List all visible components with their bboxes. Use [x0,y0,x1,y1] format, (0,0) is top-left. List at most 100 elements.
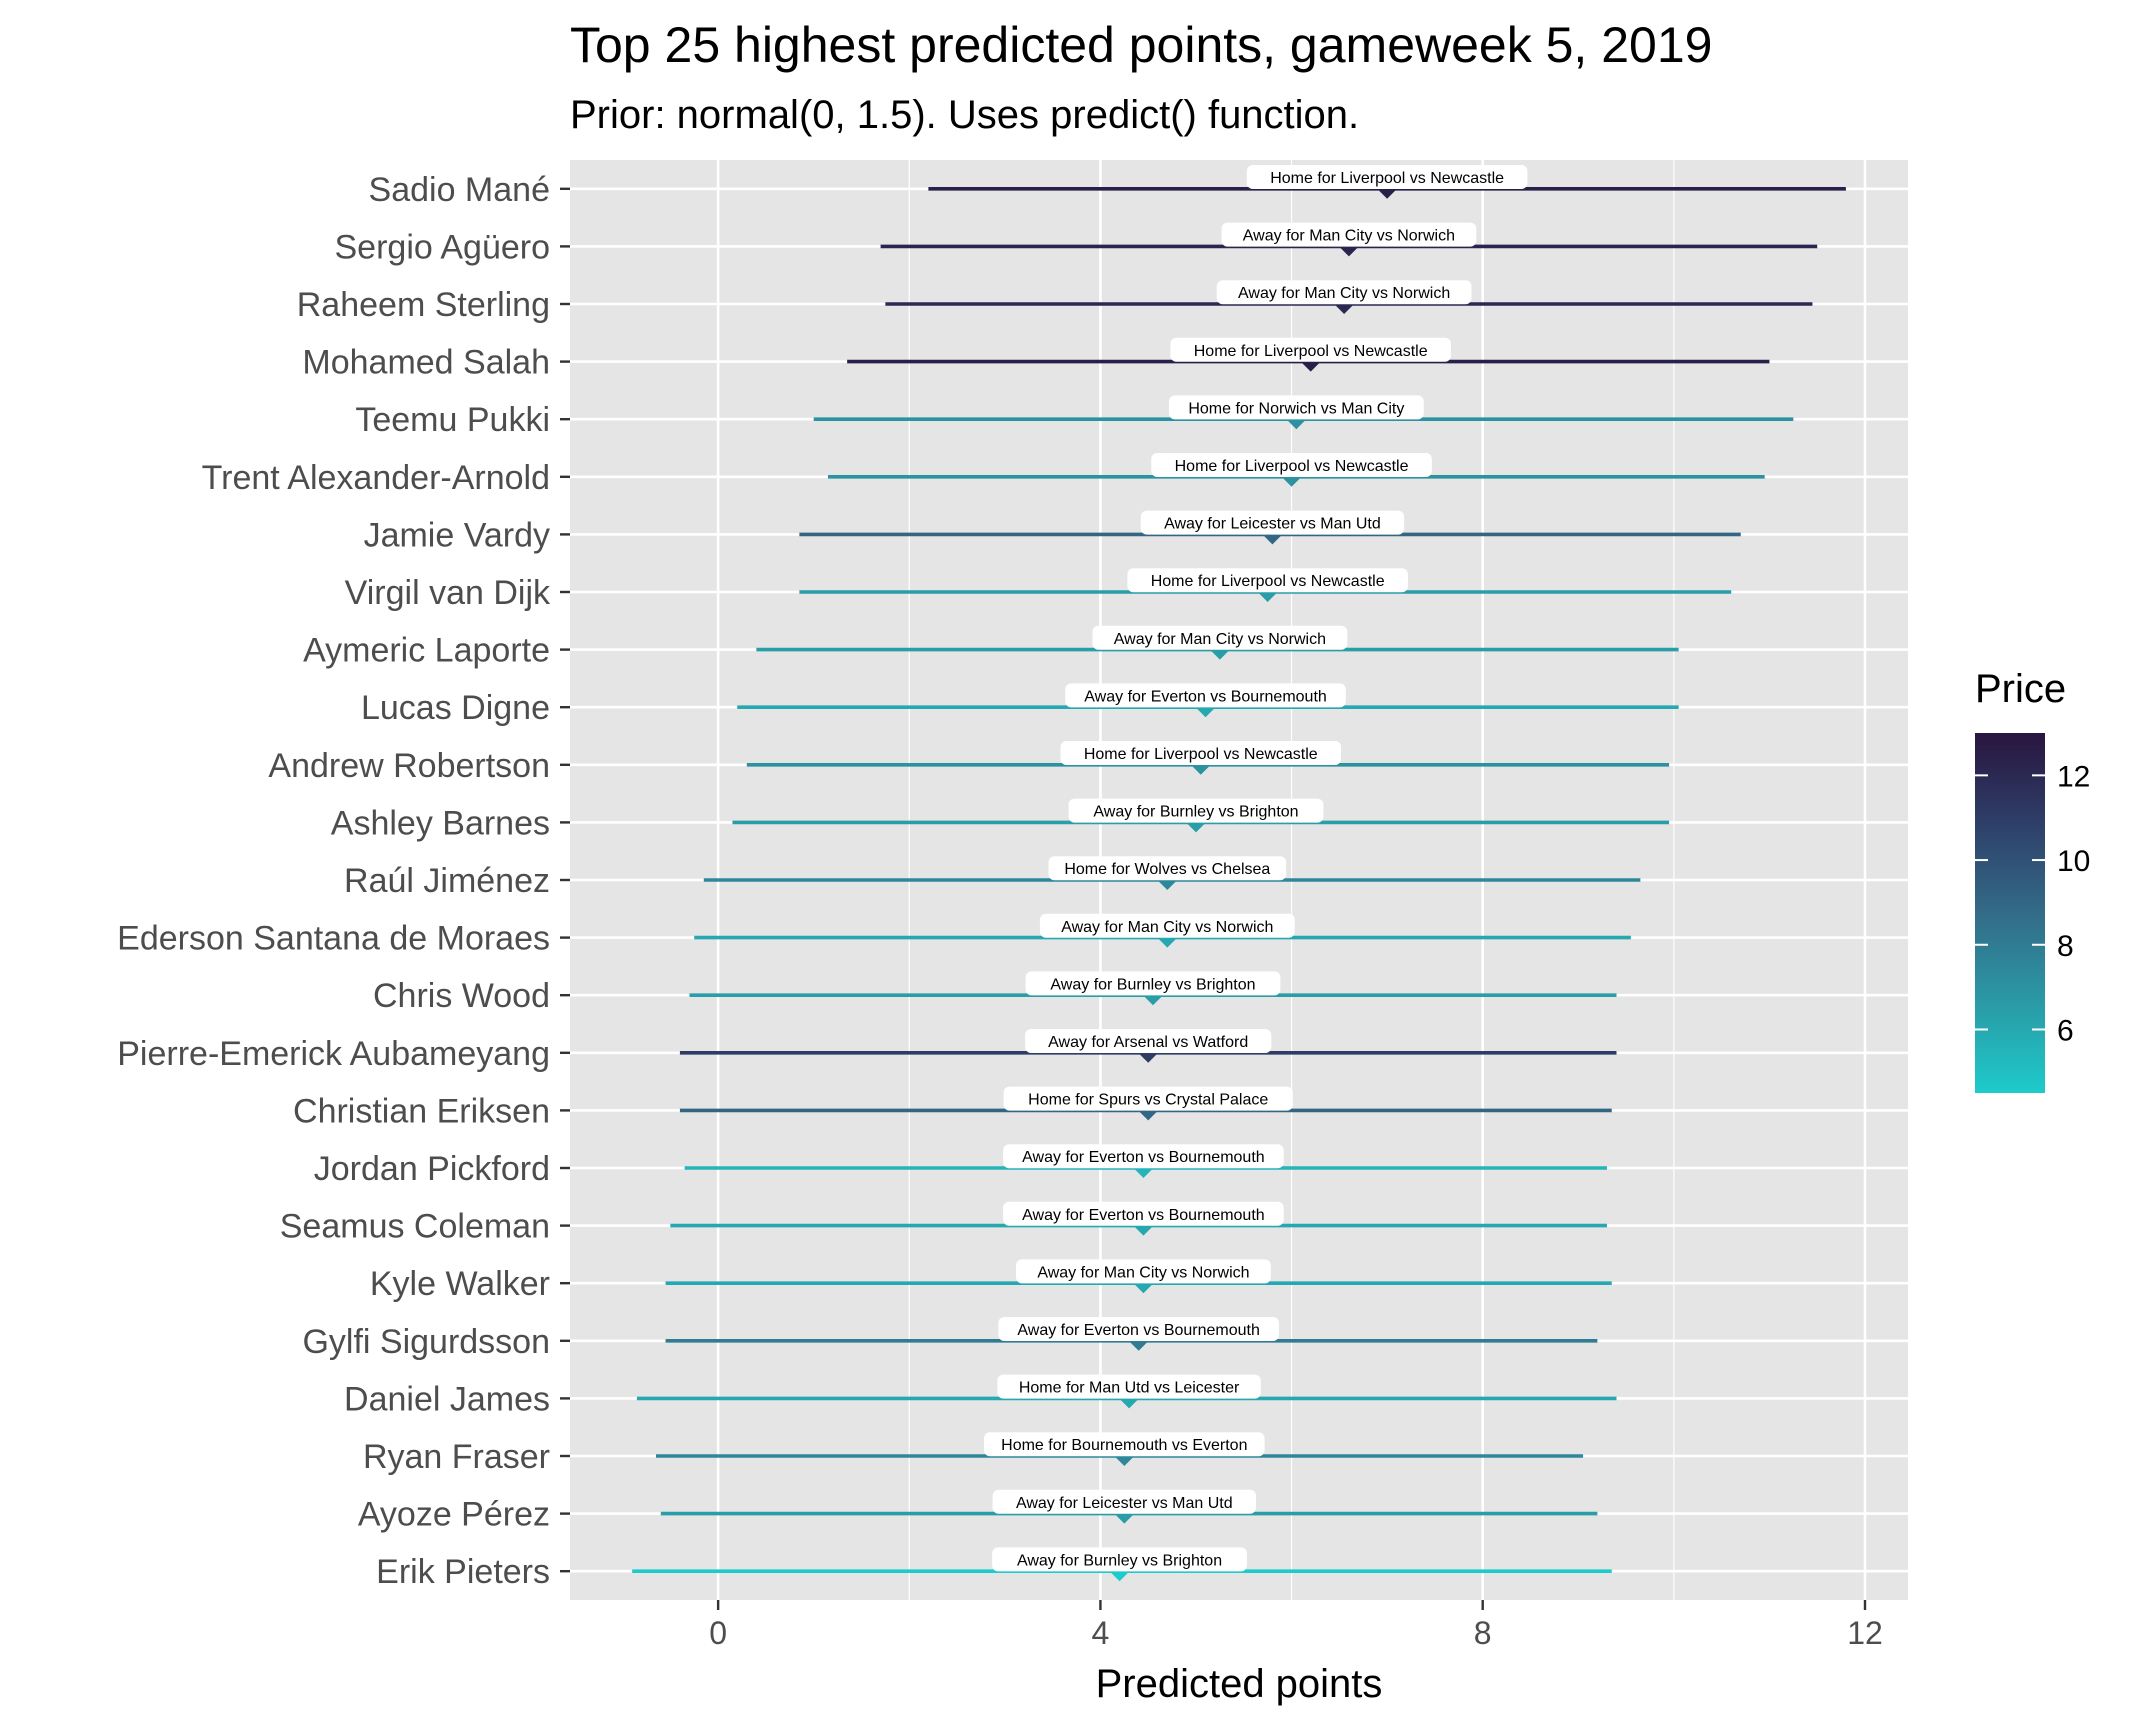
player-label: Aymeric Laporte [303,632,550,670]
chart-subtitle: Prior: normal(0, 1.5). Uses predict() fu… [570,93,1359,137]
annotation-box [1216,280,1472,305]
annotation-label: Away for Man City vs Norwich [1092,625,1348,650]
annotation-label: Home for Liverpool vs Newcastle [1127,568,1408,593]
annotation-text: Away for Man City vs Norwich [1061,919,1273,936]
annotation-text: Away for Everton vs Bournemouth [1022,1149,1265,1166]
annotation-box [1039,913,1295,938]
x-axis: 0 4 8 12 [709,1600,1883,1651]
player-label: Raheem Sterling [297,286,550,324]
annotation-text: Away for Man City vs Norwich [1037,1264,1249,1281]
annotation-label: Away for Everton vs Bournemouth [998,1317,1279,1341]
player-label: Kyle Walker [370,1265,550,1303]
annotation-text: Away for Burnley vs Brighton [1017,1552,1222,1569]
annotation-text: Home for Liverpool vs Newcastle [1151,573,1385,590]
player-label: Sergio Agüero [335,228,551,266]
annotation-text: Home for Liverpool vs Newcastle [1084,746,1318,763]
annotation-box [1170,337,1451,362]
annotation-text: Home for Spurs vs Crystal Palace [1028,1092,1268,1109]
legend-tick-label: 12 [2057,760,2090,793]
annotation-box [992,1547,1247,1572]
player-label: Pierre-Emerick Aubameyang [117,1035,550,1073]
annotation-box [1168,395,1424,420]
data-marks: Home for Liverpool vs Newcastle Away for … [632,165,1846,1582]
annotation-text: Home for Wolves vs Chelsea [1064,861,1270,878]
annotation-box [992,1489,1257,1514]
annotation-text: Away for Everton vs Bournemouth [1017,1322,1260,1339]
annotation-box [1092,625,1348,650]
annotation-label: Home for Wolves vs Chelsea [1048,856,1287,881]
x-axis-title: Predicted points [1096,1662,1383,1706]
player-label: Teemu Pukki [355,401,550,439]
annotation-text: Away for Everton vs Bournemouth [1022,1207,1265,1224]
annotation-box [1060,741,1342,765]
annotation-text: Home for Man Utd vs Leicester [1019,1380,1240,1397]
annotation-label: Away for Man City vs Norwich [1221,222,1477,247]
legend-title: Price [1975,667,2066,711]
annotation-text: Home for Bournemouth vs Everton [1001,1437,1247,1454]
x-tick-label: 4 [1092,1615,1110,1651]
annotation-label: Home for Liverpool vs Newcastle [1246,165,1528,189]
player-label: Chris Wood [373,977,550,1015]
player-label: Trent Alexander-Arnold [202,459,550,497]
annotation-box [1025,1029,1272,1053]
x-tick-label: 8 [1474,1615,1492,1651]
player-label: Lucas Digne [361,689,550,727]
legend-ticks: 6 8 10 12 [1975,760,2090,1047]
player-label: Jamie Vardy [364,516,550,554]
annotation-label: Home for Liverpool vs Newcastle [1151,453,1432,477]
annotation-label: Home for Man Utd vs Leicester [997,1374,1261,1399]
annotation-label: Away for Everton vs Bournemouth [1065,683,1346,708]
annotation-box [1151,453,1432,477]
player-label: Andrew Robertson [268,747,550,785]
annotation-label: Home for Bournemouth vs Everton [984,1432,1265,1457]
annotation-text: Home for Liverpool vs Newcastle [1194,343,1428,360]
annotation-text: Away for Leicester vs Man Utd [1016,1495,1233,1512]
annotation-text: Away for Arsenal vs Watford [1048,1034,1248,1051]
player-label: Mohamed Salah [302,344,550,382]
legend-tick-label: 6 [2057,1014,2074,1047]
legend-tick-label: 8 [2057,930,2074,963]
annotation-box [1003,1201,1284,1226]
annotation-text: Home for Norwich vs Man City [1188,400,1404,417]
annotation-label: Away for Leicester vs Man Utd [1140,510,1405,535]
annotation-label: Away for Man City vs Norwich [1039,913,1295,938]
annotation-label: Away for Burnley vs Brighton [1025,971,1281,996]
annotation-box [1246,165,1528,189]
annotation-box [997,1374,1261,1399]
player-label: Virgil van Dijk [345,574,551,612]
annotation-text: Away for Man City vs Norwich [1238,285,1450,302]
annotation-text: Home for Liverpool vs Newcastle [1175,458,1409,475]
annotation-box [1140,510,1405,535]
annotation-box [1025,971,1281,996]
annotation-text: Away for Burnley vs Brighton [1093,804,1298,821]
annotation-box [1065,683,1346,708]
player-label: Seamus Coleman [280,1208,550,1246]
annotation-text: Away for Burnley vs Brighton [1050,976,1255,993]
annotation-label: Away for Leicester vs Man Utd [992,1489,1257,1514]
annotation-label: Home for Liverpool vs Newcastle [1170,337,1451,362]
player-label: Jordan Pickford [314,1150,550,1188]
player-label: Gylfi Sigurdsson [302,1323,550,1361]
annotation-label: Home for Liverpool vs Newcastle [1060,741,1342,765]
annotation-box [1016,1259,1271,1284]
legend-tick-label: 10 [2057,845,2090,878]
annotation-label: Away for Man City vs Norwich [1016,1259,1271,1284]
legend-colorbar [1975,733,2045,1093]
annotation-text: Away for Man City vs Norwich [1114,631,1326,648]
annotation-label: Away for Everton vs Bournemouth [1003,1201,1284,1226]
annotation-text: Away for Leicester vs Man Utd [1164,516,1381,533]
annotation-label: Away for Arsenal vs Watford [1025,1029,1272,1053]
player-label: Ederson Santana de Moraes [117,920,550,958]
player-label: Ashley Barnes [331,804,550,842]
player-label: Christian Eriksen [293,1092,550,1130]
annotation-label: Away for Burnley vs Brighton [1068,798,1324,823]
annotation-label: Away for Everton vs Bournemouth [1003,1144,1284,1169]
annotation-box [1221,222,1477,247]
annotation-box [984,1432,1265,1457]
annotation-label: Home for Norwich vs Man City [1168,395,1424,420]
annotation-text: Away for Everton vs Bournemouth [1084,688,1327,705]
player-labels: Sadio Mané Sergio Agüero Raheem Sterling Mo… [117,171,570,1591]
x-tick-label: 0 [709,1615,727,1651]
annotation-box [1068,798,1324,823]
